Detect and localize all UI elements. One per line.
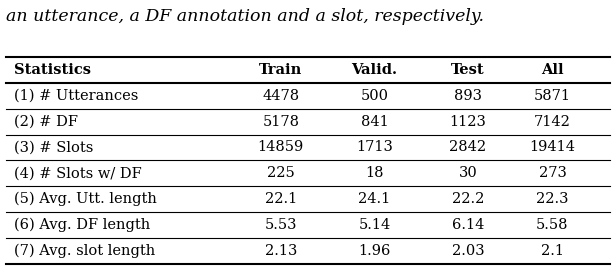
Text: (3) # Slots: (3) # Slots	[14, 140, 93, 155]
Text: 2.1: 2.1	[541, 244, 564, 258]
Text: 5.53: 5.53	[265, 218, 297, 232]
Text: 30: 30	[458, 166, 477, 180]
Text: 22.3: 22.3	[537, 192, 569, 206]
Text: 6.14: 6.14	[452, 218, 484, 232]
Text: 5.58: 5.58	[537, 218, 569, 232]
Text: Test: Test	[451, 63, 485, 77]
Text: (4) # Slots w/ DF: (4) # Slots w/ DF	[14, 166, 141, 180]
Text: 14859: 14859	[257, 140, 304, 155]
Text: (1) # Utterances: (1) # Utterances	[14, 89, 138, 103]
Text: 2.13: 2.13	[265, 244, 297, 258]
Text: 7142: 7142	[534, 115, 571, 129]
Text: 841: 841	[360, 115, 388, 129]
Text: (5) Avg. Utt. length: (5) Avg. Utt. length	[14, 192, 156, 206]
Text: 18: 18	[365, 166, 384, 180]
Text: 5.14: 5.14	[359, 218, 391, 232]
Text: Valid.: Valid.	[351, 63, 397, 77]
Text: 1713: 1713	[356, 140, 393, 155]
Text: 19414: 19414	[530, 140, 575, 155]
Text: Train: Train	[259, 63, 302, 77]
Text: an utterance, a DF annotation and a slot, respectively.: an utterance, a DF annotation and a slot…	[6, 8, 484, 25]
Text: 500: 500	[360, 89, 389, 103]
Text: 273: 273	[538, 166, 567, 180]
Text: 2.03: 2.03	[452, 244, 484, 258]
Text: (6) Avg. DF length: (6) Avg. DF length	[14, 218, 150, 232]
Text: 4478: 4478	[262, 89, 299, 103]
Text: 1.96: 1.96	[359, 244, 391, 258]
Text: 225: 225	[267, 166, 294, 180]
Text: 5178: 5178	[262, 115, 299, 129]
Text: Statistics: Statistics	[14, 63, 91, 77]
Text: (7) Avg. slot length: (7) Avg. slot length	[14, 244, 155, 258]
Text: All: All	[541, 63, 564, 77]
Text: 24.1: 24.1	[359, 192, 391, 206]
Text: 22.1: 22.1	[265, 192, 297, 206]
Text: 1123: 1123	[450, 115, 487, 129]
Text: 893: 893	[454, 89, 482, 103]
Text: 5871: 5871	[534, 89, 571, 103]
Text: 22.2: 22.2	[452, 192, 484, 206]
Text: 2842: 2842	[450, 140, 487, 155]
Text: (2) # DF: (2) # DF	[14, 115, 78, 129]
